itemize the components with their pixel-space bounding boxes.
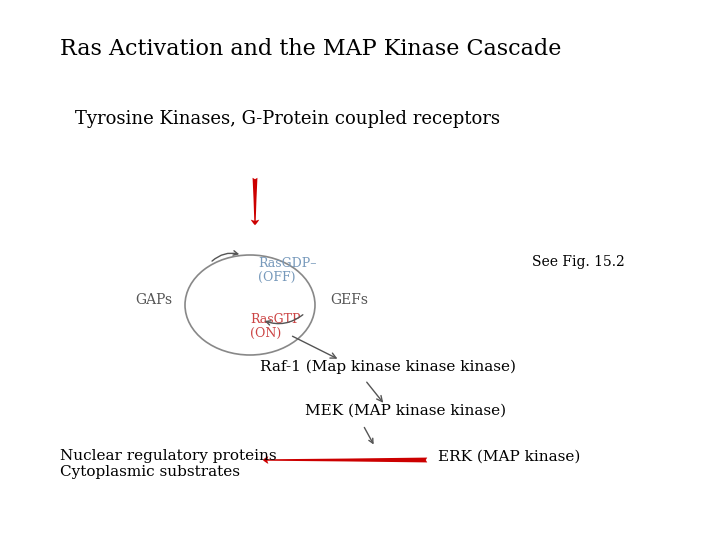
Text: Nuclear regulatory proteins
Cytoplasmic substrates: Nuclear regulatory proteins Cytoplasmic …: [60, 449, 276, 479]
Text: ERK (MAP kinase): ERK (MAP kinase): [438, 450, 580, 464]
Text: See Fig. 15.2: See Fig. 15.2: [532, 255, 625, 269]
Text: Raf-1 (Map kinase kinase kinase): Raf-1 (Map kinase kinase kinase): [260, 360, 516, 374]
Text: GAPs: GAPs: [135, 293, 172, 307]
Text: RasGTP: RasGTP: [250, 313, 300, 326]
Text: (ON): (ON): [250, 327, 282, 340]
Text: (OFF): (OFF): [258, 271, 295, 284]
Text: Tyrosine Kinases, G-Protein coupled receptors: Tyrosine Kinases, G-Protein coupled rece…: [75, 110, 500, 128]
Text: MEK (MAP kinase kinase): MEK (MAP kinase kinase): [305, 404, 506, 418]
Text: RasGDP–: RasGDP–: [258, 257, 317, 270]
Text: GEFs: GEFs: [330, 293, 368, 307]
Text: Ras Activation and the MAP Kinase Cascade: Ras Activation and the MAP Kinase Cascad…: [60, 38, 562, 60]
